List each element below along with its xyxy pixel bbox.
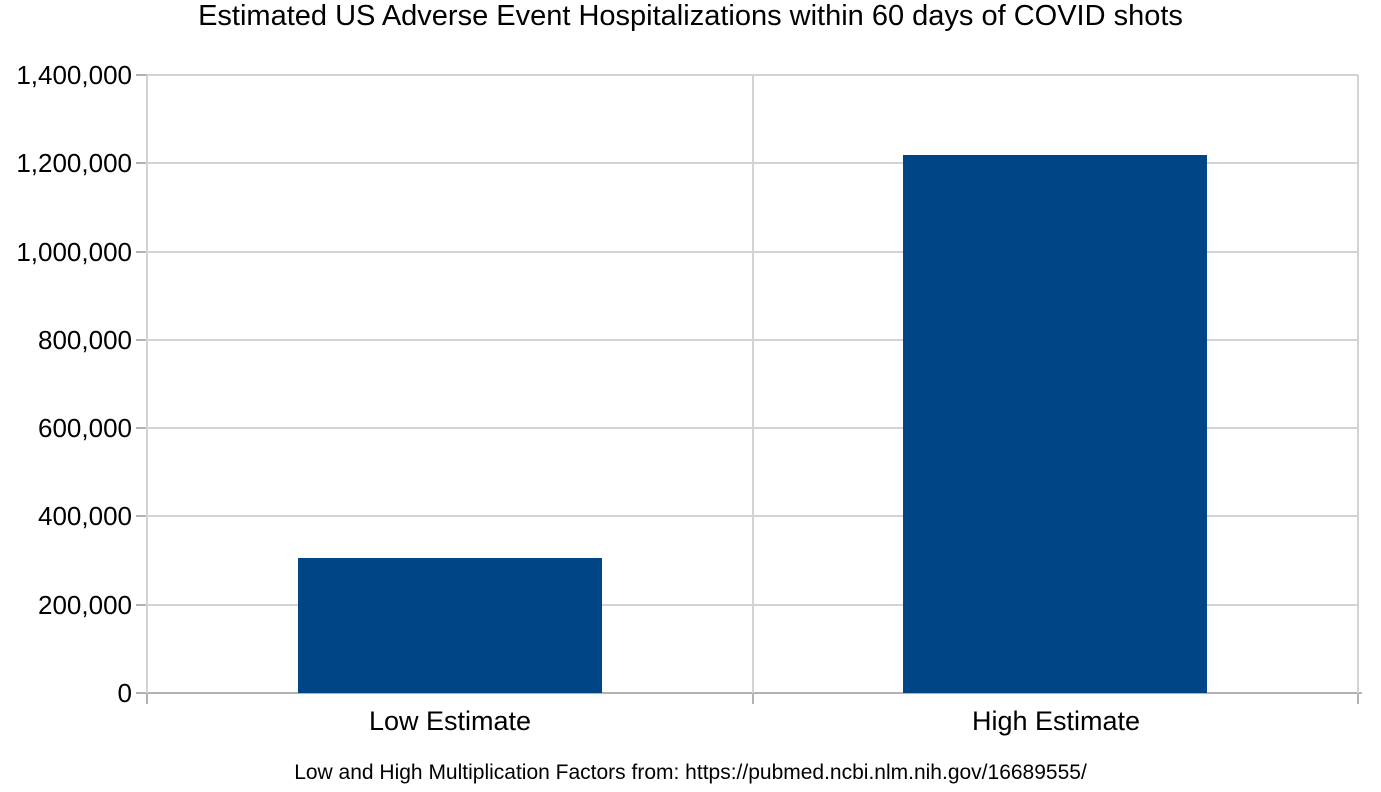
y-axis-tick-label: 800,000 <box>38 325 132 355</box>
chart-title: Estimated US Adverse Event Hospitalizati… <box>198 0 1183 32</box>
y-axis-tick <box>136 74 147 76</box>
x-axis-line <box>136 692 1362 694</box>
y-axis-tick <box>136 427 147 429</box>
y-axis-tick-label: 1,400,000 <box>16 60 132 90</box>
x-axis-tick <box>146 693 148 704</box>
bar-high-estimate <box>903 155 1207 693</box>
y-axis-tick-label: 600,000 <box>38 413 132 443</box>
x-axis-tick <box>1357 693 1359 704</box>
y-axis-tick <box>136 515 147 517</box>
category-separator-line <box>752 75 754 693</box>
y-axis-tick-label: 0 <box>117 678 132 708</box>
y-axis-tick-label: 400,000 <box>38 501 132 531</box>
y-axis-tick <box>136 339 147 341</box>
category-label: High Estimate <box>971 706 1141 736</box>
source-footnote: Low and High Multiplication Factors from… <box>294 761 1087 784</box>
y-axis-tick <box>136 251 147 253</box>
category-label: Low Estimate <box>368 706 532 736</box>
x-axis-tick <box>752 693 754 704</box>
y-axis-line <box>146 75 148 693</box>
y-axis-tick-label: 1,200,000 <box>16 148 132 178</box>
bar-low-estimate <box>298 558 602 693</box>
y-axis-tick <box>136 162 147 164</box>
y-axis-tick-label: 1,000,000 <box>16 237 132 267</box>
y-axis-tick-label: 200,000 <box>38 590 132 620</box>
category-separator-line <box>1357 75 1359 693</box>
plot-area: 0 200,000 400,000 600,000 800,000 1,000,000 1,… <box>16 62 1362 736</box>
y-axis-tick <box>136 604 147 606</box>
